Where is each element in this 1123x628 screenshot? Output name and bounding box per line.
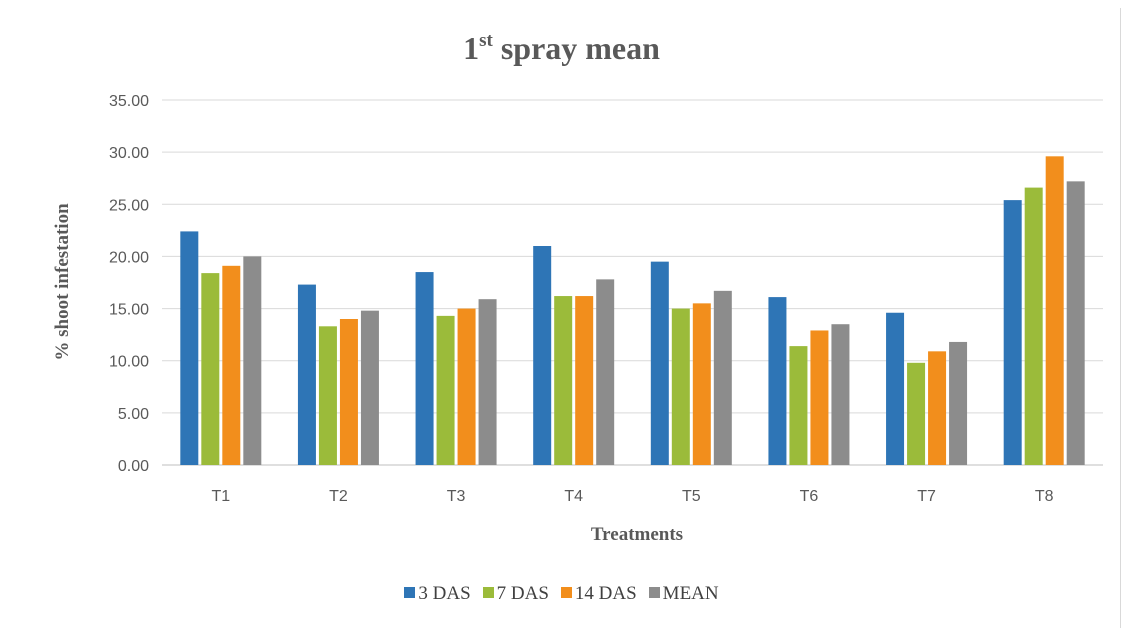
bar-t5-14-das	[692, 303, 711, 465]
bar-t7-mean	[949, 341, 968, 465]
x-axis-label: Treatments	[591, 524, 683, 545]
chart-title: 1st spray mean	[0, 30, 1123, 67]
bar-t8-3-das	[1003, 200, 1022, 465]
legend-swatch	[648, 587, 660, 598]
legend-swatch	[404, 587, 416, 598]
bar-t7-7-das	[907, 362, 926, 465]
bar-t4-mean	[596, 279, 615, 465]
x-tick-label: T3	[447, 488, 466, 505]
bar-t3-mean	[478, 299, 497, 465]
bar-t4-3-das	[533, 246, 552, 465]
y-tick-label: 35.00	[109, 93, 149, 110]
x-axis-ticks: T1 T2 T3 T4 T5 T6 T7 T8	[211, 488, 1053, 505]
bar-t7-14-das	[928, 351, 947, 465]
bar-t8-7-das	[1024, 187, 1043, 465]
x-tick-label: T5	[682, 488, 701, 505]
bar-t3-3-das	[415, 272, 434, 465]
legend-swatch	[482, 587, 494, 598]
y-axis-label: % shoot infestation	[52, 203, 73, 361]
gridlines	[162, 99, 1103, 466]
y-tick-label: 20.00	[109, 249, 149, 266]
legend-item-3-das: 3 DAS	[404, 583, 471, 605]
legend-label: 14 DAS	[574, 583, 637, 604]
bar-t2-3-das	[297, 284, 316, 465]
bar-t4-7-das	[554, 296, 573, 465]
chart-border	[1120, 8, 1121, 628]
bar-t2-14-das	[339, 319, 358, 465]
bar-t8-14-das	[1045, 156, 1064, 466]
bar-t4-14-das	[575, 296, 594, 465]
legend-swatch	[560, 587, 572, 598]
legend: 3 DAS 7 DAS 14 DAS MEAN	[0, 583, 1123, 605]
x-tick-label: T7	[917, 488, 936, 505]
bar-t8-mean	[1066, 181, 1085, 466]
bar-t1-14-das	[222, 265, 241, 465]
y-tick-label: 5.00	[118, 406, 149, 423]
bar-t5-mean	[713, 290, 732, 465]
bar-t5-3-das	[650, 261, 669, 465]
legend-item-7-das: 7 DAS	[482, 583, 549, 605]
bar-t6-3-das	[768, 297, 787, 465]
y-tick-label: 30.00	[109, 145, 149, 162]
x-tick-label: T4	[564, 488, 583, 505]
bar-t1-7-das	[201, 273, 220, 465]
bar-t3-14-das	[457, 308, 476, 465]
x-tick-label: T6	[800, 488, 819, 505]
bar-t1-mean	[243, 256, 262, 465]
y-tick-label: 15.00	[109, 302, 149, 319]
bar-t5-7-das	[671, 308, 690, 465]
x-tick-label: T8	[1035, 488, 1054, 505]
bars	[180, 156, 1085, 466]
legend-item-mean: MEAN	[648, 583, 719, 605]
bar-t3-7-das	[436, 315, 455, 465]
bar-t1-3-das	[180, 231, 199, 465]
y-tick-label: 10.00	[109, 354, 149, 371]
legend-label: 7 DAS	[496, 583, 549, 604]
chart-title-main: 1	[463, 30, 480, 66]
bar-t7-3-das	[886, 312, 905, 465]
legend-item-14-das: 14 DAS	[560, 583, 637, 605]
x-tick-label: T2	[329, 488, 348, 505]
chart-title-superscript: st	[479, 30, 493, 51]
y-tick-label: 0.00	[118, 458, 149, 475]
y-tick-label: 25.00	[109, 197, 149, 214]
legend-label: 3 DAS	[418, 583, 471, 604]
legend-label: MEAN	[662, 583, 719, 604]
bar-t6-mean	[831, 324, 850, 465]
y-axis-ticks: 0.00 5.00 10.00 15.00 20.00 25.00 30.00 35.00	[109, 93, 149, 475]
chart-title-rest: spray mean	[492, 30, 660, 66]
bar-t6-7-das	[789, 346, 808, 465]
bar-t2-7-das	[318, 326, 337, 465]
bar-t6-14-das	[810, 330, 829, 465]
bar-t2-mean	[360, 310, 379, 465]
x-tick-label: T1	[211, 488, 230, 505]
